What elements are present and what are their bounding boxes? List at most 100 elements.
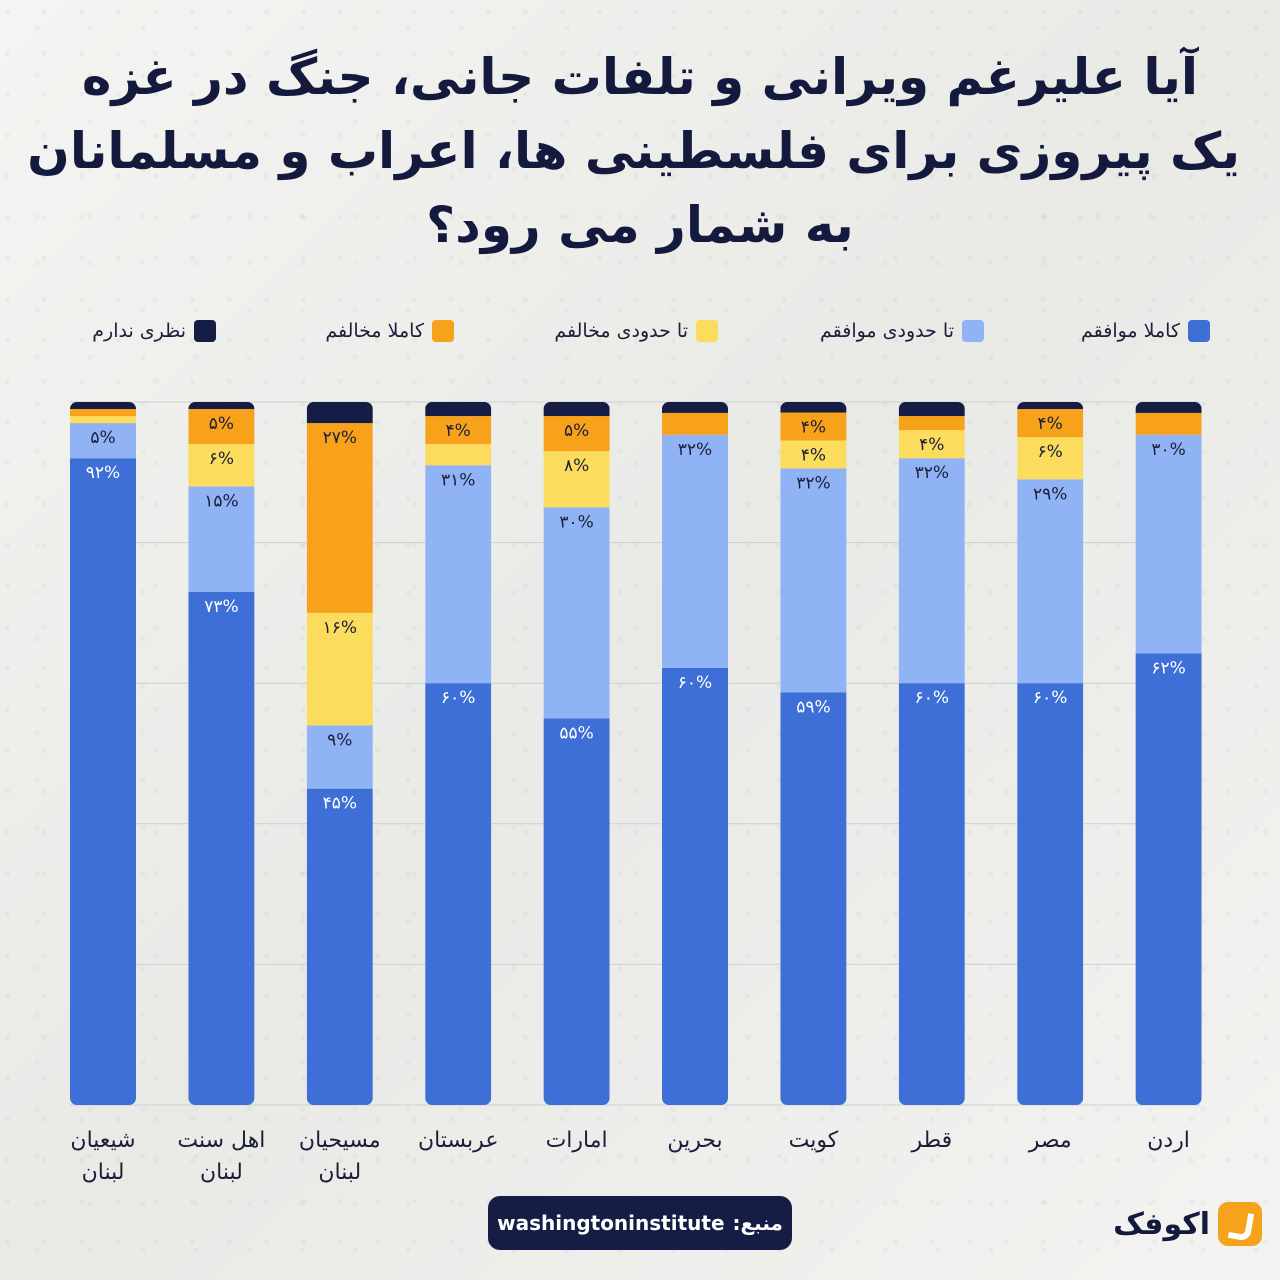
bar-segment-strongly-agree-6 bbox=[780, 692, 847, 1105]
bar-segment-strongly-agree-4 bbox=[543, 718, 610, 1105]
bar-4 bbox=[543, 402, 610, 1105]
title-line-2: یک پیروزی برای فلسطینی ها، اعراب و مسلما… bbox=[27, 122, 1240, 180]
bar-segment-strongly-disagree-6 bbox=[780, 412, 847, 441]
x-tick-label-2-0: مسیحیان bbox=[299, 1128, 381, 1153]
bar-3 bbox=[425, 402, 492, 1105]
data-label-strongly-disagree-8: ۴% bbox=[1038, 414, 1063, 434]
data-label-somewhat-disagree-2: ۱۶% bbox=[323, 618, 357, 638]
bar-segment-strongly-disagree-8 bbox=[1017, 409, 1084, 438]
x-tick-label-6-0: کویت bbox=[789, 1128, 839, 1153]
x-tick-label-4-0: امارات bbox=[546, 1128, 608, 1153]
logo-text: اکوفک bbox=[1113, 1206, 1210, 1242]
data-label-strongly-agree-8: ۶۰% bbox=[1033, 688, 1067, 708]
data-label-strongly-agree-2: ۴۵% bbox=[323, 794, 357, 814]
bar-8 bbox=[1017, 402, 1084, 1105]
data-label-strongly-disagree-3: ۴% bbox=[446, 421, 471, 441]
bar-6 bbox=[780, 402, 847, 1105]
bar-5 bbox=[662, 402, 728, 1105]
x-tick-label-3-0: عربستان bbox=[418, 1128, 499, 1153]
bar-segment-strongly-agree-5 bbox=[662, 667, 728, 1105]
bar-segment-strongly-agree-9 bbox=[1135, 653, 1202, 1105]
legend-item-somewhat-disagree: تا حدودی مخالفم bbox=[554, 316, 718, 346]
bar-segment-somewhat-agree-6 bbox=[780, 468, 847, 693]
bar-segment-no-opinion-8 bbox=[1017, 402, 1084, 410]
bar-segment-strongly-disagree-3 bbox=[425, 416, 492, 445]
title-line-3: به شمار می رود؟ bbox=[426, 196, 854, 254]
bar-segment-strongly-agree-8 bbox=[1017, 683, 1084, 1105]
data-label-strongly-disagree-2: ۲۷% bbox=[323, 428, 357, 448]
bar-segment-no-opinion-5 bbox=[662, 402, 728, 413]
legend-label-no-opinion: نظری ندارم bbox=[92, 320, 186, 342]
data-label-somewhat-disagree-6: ۴% bbox=[801, 445, 826, 465]
chart-legend: کاملا موافقم تا حدودی موافقم تا حدودی مخ… bbox=[70, 316, 1210, 346]
data-label-somewhat-agree-5: ۳۲% bbox=[678, 440, 712, 460]
legend-label-somewhat-agree: تا حدودی موافقم bbox=[820, 320, 954, 342]
data-label-strongly-disagree-1: ۵% bbox=[209, 414, 234, 434]
bar-segment-no-opinion-2 bbox=[306, 402, 373, 424]
legend-swatch-no-opinion bbox=[194, 320, 216, 342]
legend-swatch-strongly-agree bbox=[1188, 320, 1210, 342]
data-label-strongly-agree-1: ۷۳% bbox=[204, 597, 238, 617]
legend-label-strongly-disagree: کاملا مخالفم bbox=[325, 320, 424, 342]
bar-segment-somewhat-agree-1 bbox=[188, 486, 255, 592]
bar-segment-no-opinion-9 bbox=[1135, 402, 1202, 413]
data-label-strongly-disagree-4: ۵% bbox=[564, 421, 589, 441]
data-label-somewhat-disagree-1: ۶% bbox=[209, 449, 234, 469]
data-label-somewhat-agree-0: ۵% bbox=[90, 428, 115, 448]
data-label-strongly-disagree-6: ۴% bbox=[801, 417, 826, 437]
x-tick-label-0-1: لبنان bbox=[82, 1160, 125, 1185]
data-label-somewhat-agree-6: ۳۲% bbox=[796, 473, 830, 493]
bar-segment-no-opinion-4 bbox=[543, 402, 610, 417]
bar-1 bbox=[188, 402, 255, 1105]
bar-segment-strongly-disagree-9 bbox=[1135, 412, 1202, 435]
data-label-somewhat-agree-9: ۳۰% bbox=[1151, 440, 1185, 460]
akofak-logo-icon bbox=[1218, 1202, 1262, 1246]
bar-segment-somewhat-disagree-8 bbox=[1017, 437, 1084, 480]
data-label-strongly-agree-7: ۶۰% bbox=[915, 688, 949, 708]
bar-segment-somewhat-disagree-4 bbox=[543, 451, 610, 508]
bar-segment-somewhat-agree-2 bbox=[306, 725, 373, 789]
x-tick-label-2-1: لبنان bbox=[318, 1160, 361, 1185]
data-label-strongly-agree-5: ۶۰% bbox=[678, 673, 712, 693]
legend-item-no-opinion: نظری ندارم bbox=[92, 316, 216, 346]
x-tick-label-9-0: اردن bbox=[1147, 1128, 1190, 1153]
legend-label-strongly-agree: کاملا موافقم bbox=[1081, 320, 1180, 342]
bar-segment-somewhat-disagree-1 bbox=[188, 444, 255, 487]
bar-2 bbox=[306, 402, 373, 1105]
bar-segment-strongly-disagree-5 bbox=[662, 412, 728, 435]
bar-segment-somewhat-agree-4 bbox=[543, 507, 610, 719]
bar-segment-somewhat-disagree-3 bbox=[425, 444, 492, 466]
bar-segment-no-opinion-3 bbox=[425, 402, 492, 417]
bar-segment-no-opinion-1 bbox=[188, 402, 255, 410]
x-tick-label-1-1: لبنان bbox=[200, 1160, 243, 1185]
bar-segment-somewhat-agree-3 bbox=[425, 465, 492, 684]
bar-segment-no-opinion-6 bbox=[780, 402, 847, 413]
bar-segment-strongly-agree-3 bbox=[425, 683, 492, 1105]
bar-segment-strongly-disagree-2 bbox=[306, 423, 373, 613]
bar-segment-somewhat-disagree-2 bbox=[306, 612, 373, 726]
bar-0 bbox=[70, 402, 136, 1105]
bar-segment-somewhat-disagree-7 bbox=[898, 430, 965, 459]
source-label: منبع: bbox=[732, 1211, 783, 1235]
x-tick-label-0-0: شیعیان bbox=[70, 1128, 135, 1153]
data-label-somewhat-agree-8: ۲۹% bbox=[1033, 484, 1067, 504]
data-label-somewhat-agree-7: ۳۲% bbox=[915, 463, 949, 483]
data-label-strongly-agree-6: ۵۹% bbox=[796, 697, 830, 717]
brand-logo: اکوفک bbox=[1113, 1200, 1262, 1248]
bar-segment-somewhat-agree-7 bbox=[898, 458, 965, 684]
x-tick-label-8-0: مصر bbox=[1028, 1128, 1072, 1153]
data-label-somewhat-agree-4: ۳۰% bbox=[559, 512, 593, 532]
stacked-bar-chart: ۹۲% ۵% شیعیان لبنان ۷۳% ۱۵% ۶% ۵% اهل سنت لبنان ۴۵… bbox=[70, 401, 1202, 1185]
data-label-strongly-agree-9: ۶۲% bbox=[1151, 658, 1185, 678]
legend-item-somewhat-agree: تا حدودی موافقم bbox=[820, 316, 984, 346]
title-line-1: آیا علیرغم ویرانی و تلفات جانی، جنگ در غ… bbox=[81, 48, 1199, 106]
data-label-somewhat-disagree-7: ۴% bbox=[919, 435, 944, 455]
data-label-somewhat-agree-3: ۳۱% bbox=[441, 470, 475, 490]
bar-segment-no-opinion-0 bbox=[70, 402, 136, 410]
x-tick-label-1-0: اهل سنت bbox=[177, 1128, 265, 1153]
chart-title: آیا علیرغم ویرانی و تلفات جانی، جنگ در غ… bbox=[27, 40, 1240, 262]
bar-7 bbox=[898, 402, 965, 1105]
bar-segment-strongly-disagree-1 bbox=[188, 409, 255, 445]
data-label-somewhat-disagree-8: ۶% bbox=[1038, 442, 1063, 462]
legend-label-somewhat-disagree: تا حدودی مخالفم bbox=[554, 320, 688, 342]
